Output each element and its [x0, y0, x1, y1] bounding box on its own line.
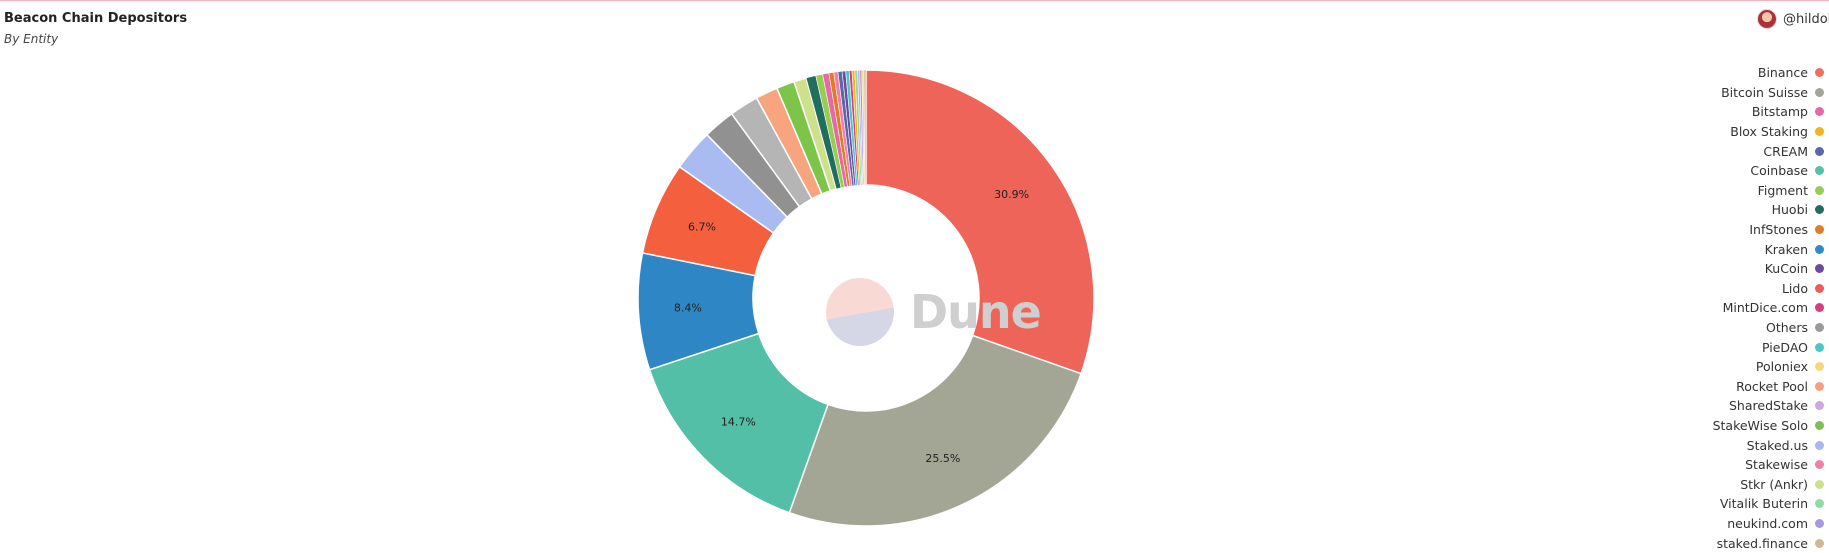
legend-item-cream[interactable]: CREAM [1713, 141, 1824, 161]
dune-watermark-text: Dune [910, 285, 1042, 339]
legend-dot-icon [1815, 420, 1824, 430]
legend-item-figment[interactable]: Figment [1713, 181, 1824, 201]
legend-item-binance[interactable]: Binance [1713, 63, 1824, 83]
legend-label: KuCoin [1764, 261, 1808, 277]
legend-label: Bitcoin Suisse [1721, 84, 1808, 100]
legend-dot-icon [1815, 107, 1824, 117]
chart-subtitle: By Entity [4, 32, 59, 46]
legend-item-neukind-com[interactable]: neukind.com [1713, 514, 1824, 534]
legend-label: Kraken [1764, 241, 1808, 257]
legend-label: Lido [1781, 280, 1808, 296]
legend-dot-icon [1815, 283, 1824, 293]
pie-slice-bitcoin-suisse-1[interactable] [788, 334, 1083, 527]
slice-data-label: 14.7% [721, 416, 756, 429]
legend-dot-icon [1815, 518, 1824, 528]
legend-item-kucoin[interactable]: KuCoin [1713, 259, 1824, 279]
legend-dot-icon [1815, 127, 1824, 137]
legend-dot-icon [1815, 146, 1824, 156]
legend-item-coinbase[interactable]: Coinbase [1713, 161, 1824, 181]
pie-slice-staked-finance-25[interactable] [863, 69, 867, 186]
legend-item-rocket-pool[interactable]: Rocket Pool [1713, 377, 1824, 397]
slice-data-label: 6.7% [688, 220, 716, 233]
legend-item-staked-finance[interactable]: staked.finance [1713, 533, 1824, 553]
chart-title: Beacon Chain Depositors [4, 11, 188, 26]
dune-watermark: Dune [826, 278, 1042, 346]
legend-label: Bitstamp [1751, 104, 1808, 120]
legend-dot-icon [1815, 303, 1824, 313]
legend-item-blox-staking[interactable]: Blox Staking [1713, 122, 1824, 142]
legend-item-bitcoin-suisse[interactable]: Bitcoin Suisse [1713, 83, 1824, 103]
legend-dot-icon [1815, 244, 1824, 254]
legend-dot-icon [1815, 166, 1824, 176]
legend-dot-icon [1815, 479, 1824, 489]
legend-label: InfStones [1749, 222, 1808, 238]
legend-item-stakewise-solo[interactable]: StakeWise Solo [1713, 416, 1824, 436]
username[interactable]: @hildol [1783, 11, 1829, 27]
legend-dot-icon [1815, 264, 1824, 274]
legend-label: neukind.com [1727, 515, 1808, 531]
legend-item-infstones[interactable]: InfStones [1713, 220, 1824, 240]
legend-label: MintDice.com [1722, 300, 1808, 316]
legend-dot-icon [1815, 185, 1824, 195]
dune-logo-icon [826, 278, 894, 346]
legend-label: StakeWise Solo [1712, 417, 1808, 433]
slice-data-label: 25.5% [925, 452, 960, 465]
legend-label: Stakewise [1745, 457, 1808, 473]
legend-item-others[interactable]: Others [1713, 318, 1824, 338]
legend-label: Others [1765, 320, 1808, 336]
legend-dot-icon [1815, 401, 1824, 411]
slice-data-label: 30.9% [994, 188, 1029, 201]
legend-dot-icon [1815, 87, 1824, 97]
legend-item-piedao[interactable]: PieDAO [1713, 337, 1824, 357]
legend-label: SharedStake [1729, 398, 1808, 414]
legend-label: Staked.us [1746, 437, 1808, 453]
legend-dot-icon [1815, 538, 1824, 548]
legend-item-stakewise[interactable]: Stakewise [1713, 455, 1824, 475]
legend-dot-icon [1815, 440, 1824, 450]
user-badge[interactable]: @hildol [1757, 9, 1829, 29]
legend-label: PieDAO [1761, 339, 1808, 355]
legend-item-staked-us[interactable]: Staked.us [1713, 435, 1824, 455]
legend-dot-icon [1815, 362, 1824, 372]
legend-dot-icon [1815, 342, 1824, 352]
legend-label: Stkr (Ankr) [1740, 476, 1808, 492]
legend-label: Vitalik Buterin [1719, 496, 1808, 512]
top-accent-line [0, 0, 1829, 1]
legend-dot-icon [1815, 499, 1824, 509]
legend-item-sharedstake[interactable]: SharedStake [1713, 396, 1824, 416]
pie-slice-binance-0[interactable] [865, 69, 1095, 375]
legend-item-stkr-ankr-[interactable]: Stkr (Ankr) [1713, 474, 1824, 494]
legend-dot-icon [1815, 205, 1824, 215]
legend-label: Huobi [1771, 202, 1808, 218]
legend-dot-icon [1815, 225, 1824, 235]
slice-data-label: 8.4% [674, 302, 702, 315]
legend-item-mintdice-com[interactable]: MintDice.com [1713, 298, 1824, 318]
legend-item-poloniex[interactable]: Poloniex [1713, 357, 1824, 377]
legend-item-bitstamp[interactable]: Bitstamp [1713, 102, 1824, 122]
legend-dot-icon [1815, 381, 1824, 391]
legend-item-vitalik-buterin[interactable]: Vitalik Buterin [1713, 494, 1824, 514]
legend-label: Poloniex [1755, 359, 1808, 375]
legend-label: Figment [1757, 182, 1808, 198]
legend-dot-icon [1815, 68, 1824, 78]
chart-legend: Binance Bitcoin Suisse Bitstamp Blox Stakin… [1713, 63, 1824, 553]
legend-label: Blox Staking [1730, 124, 1808, 140]
legend-dot-icon [1815, 460, 1824, 470]
pie-slice-coinbase-2[interactable] [648, 332, 829, 514]
legend-item-huobi[interactable]: Huobi [1713, 200, 1824, 220]
avatar[interactable] [1757, 9, 1777, 29]
legend-dot-icon [1815, 323, 1824, 333]
legend-label: Coinbase [1750, 163, 1808, 179]
legend-label: Rocket Pool [1736, 378, 1808, 394]
legend-label: staked.finance [1716, 535, 1808, 551]
legend-label: CREAM [1763, 143, 1808, 159]
legend-item-kraken[interactable]: Kraken [1713, 239, 1824, 259]
legend-item-lido[interactable]: Lido [1713, 279, 1824, 299]
legend-label: Binance [1757, 65, 1808, 81]
